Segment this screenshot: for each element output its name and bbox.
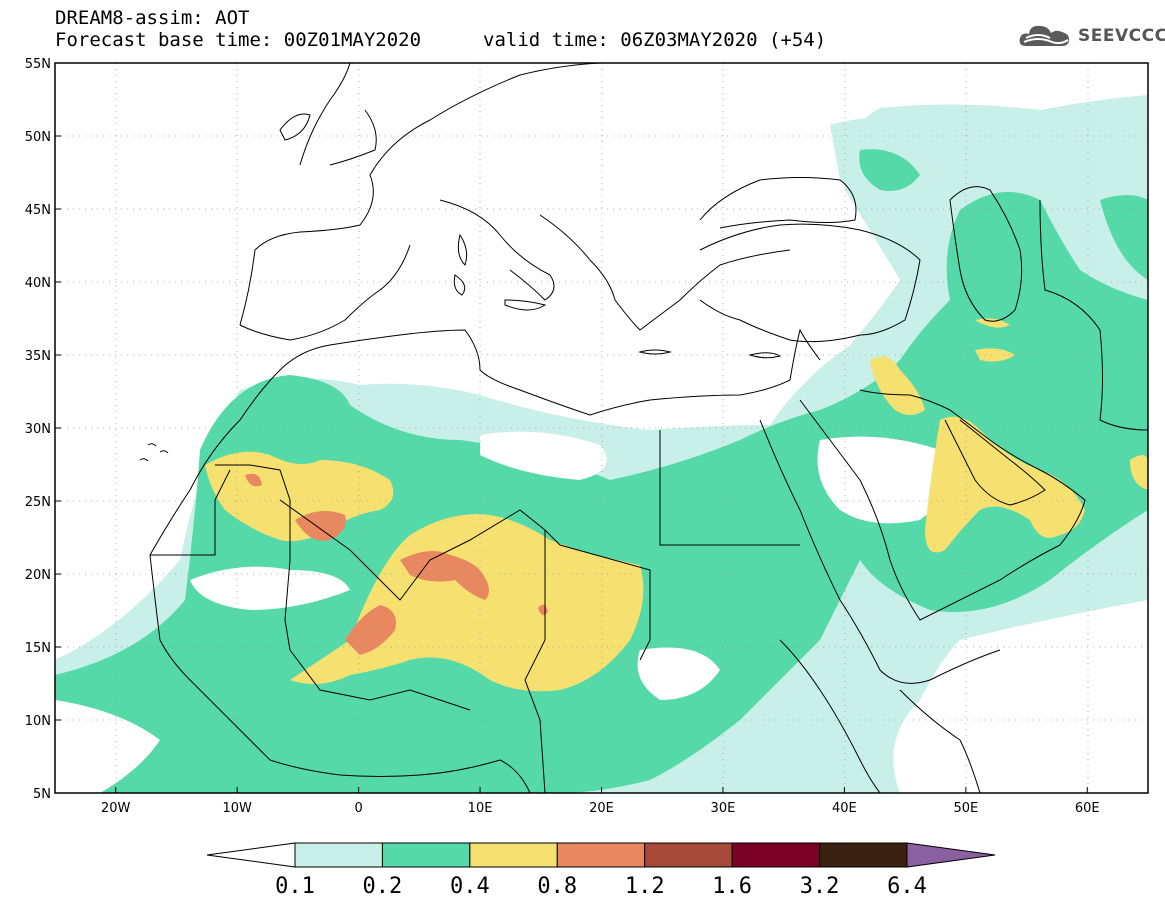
lat-tick-label: 5N bbox=[33, 787, 51, 802]
colorbar-label: 0.4 bbox=[450, 874, 490, 899]
lat-tick-label: 20N bbox=[25, 568, 51, 583]
valid-time: valid time: 06Z03MAY2020 (+54) bbox=[483, 29, 827, 51]
lon-tick-label: 40E bbox=[832, 801, 857, 816]
lon-tick-label: 30E bbox=[711, 801, 736, 816]
lon-tick-label: 10W bbox=[222, 801, 252, 816]
lon-tick-label: 50E bbox=[953, 801, 978, 816]
lat-tick-label: 15N bbox=[25, 641, 51, 656]
colorbar-swatch bbox=[644, 842, 733, 868]
cloud-icon bbox=[1019, 25, 1070, 46]
aot-band-0-2 bbox=[55, 149, 1148, 793]
forecast-base-time: Forecast base time: 00Z01MAY2020 bbox=[55, 29, 422, 51]
colorbar-labels: 0.1 0.2 0.4 0.8 1.2 1.6 3.2 6.4 bbox=[275, 874, 927, 899]
longitude-ticks: 20W 10W 0 10E 20E 30E 40E 50E 60E bbox=[101, 787, 1100, 816]
colorbar-low-arrow bbox=[206, 842, 296, 868]
lat-tick-label: 40N bbox=[25, 276, 51, 291]
map-title: DREAM8-assim: AOT bbox=[55, 7, 250, 29]
lat-tick-label: 10N bbox=[25, 714, 51, 729]
colorbar-label: 6.4 bbox=[887, 874, 927, 899]
colorbar-label: 0.2 bbox=[363, 874, 403, 899]
colorbar-label: 0.8 bbox=[537, 874, 577, 899]
colorbar-label: 3.2 bbox=[800, 874, 840, 899]
seevccc-logo: SEEVCCC bbox=[1018, 22, 1165, 50]
logo-text: SEEVCCC bbox=[1078, 26, 1165, 46]
lat-tick-label: 30N bbox=[25, 422, 51, 437]
lat-tick-label: 35N bbox=[25, 349, 51, 364]
lat-tick-label: 55N bbox=[25, 57, 51, 72]
colorbar-label: 0.1 bbox=[275, 874, 315, 899]
colorbar-label: 1.2 bbox=[625, 874, 665, 899]
colorbar-swatch bbox=[294, 842, 383, 868]
colorbar-swatch bbox=[819, 842, 908, 868]
colorbar-swatch bbox=[469, 842, 558, 868]
colorbar-label: 1.6 bbox=[712, 874, 752, 899]
colorbar bbox=[206, 842, 996, 868]
aot-band-0-8 bbox=[245, 473, 548, 655]
latitude-ticks: 55N 50N 45N 40N 35N 30N 25N 20N 15N 10N 5N bbox=[25, 57, 61, 802]
colorbar-swatch bbox=[731, 842, 821, 868]
lon-tick-label: 20E bbox=[589, 801, 614, 816]
graticule bbox=[55, 63, 1148, 793]
colorbar-high-arrow bbox=[906, 842, 996, 868]
lon-tick-label: 0 bbox=[354, 801, 362, 816]
lat-tick-label: 25N bbox=[25, 495, 51, 510]
colorbar-swatch bbox=[381, 842, 471, 868]
lat-tick-label: 50N bbox=[25, 130, 51, 145]
lon-tick-label: 20W bbox=[101, 801, 131, 816]
aot-field bbox=[55, 95, 1148, 793]
lon-tick-label: 10E bbox=[468, 801, 493, 816]
lon-tick-label: 60E bbox=[1075, 801, 1100, 816]
lat-tick-label: 45N bbox=[25, 203, 51, 218]
aot-band-clear bbox=[55, 431, 1148, 793]
coastlines bbox=[139, 63, 1148, 793]
colorbar-swatch bbox=[556, 842, 646, 868]
